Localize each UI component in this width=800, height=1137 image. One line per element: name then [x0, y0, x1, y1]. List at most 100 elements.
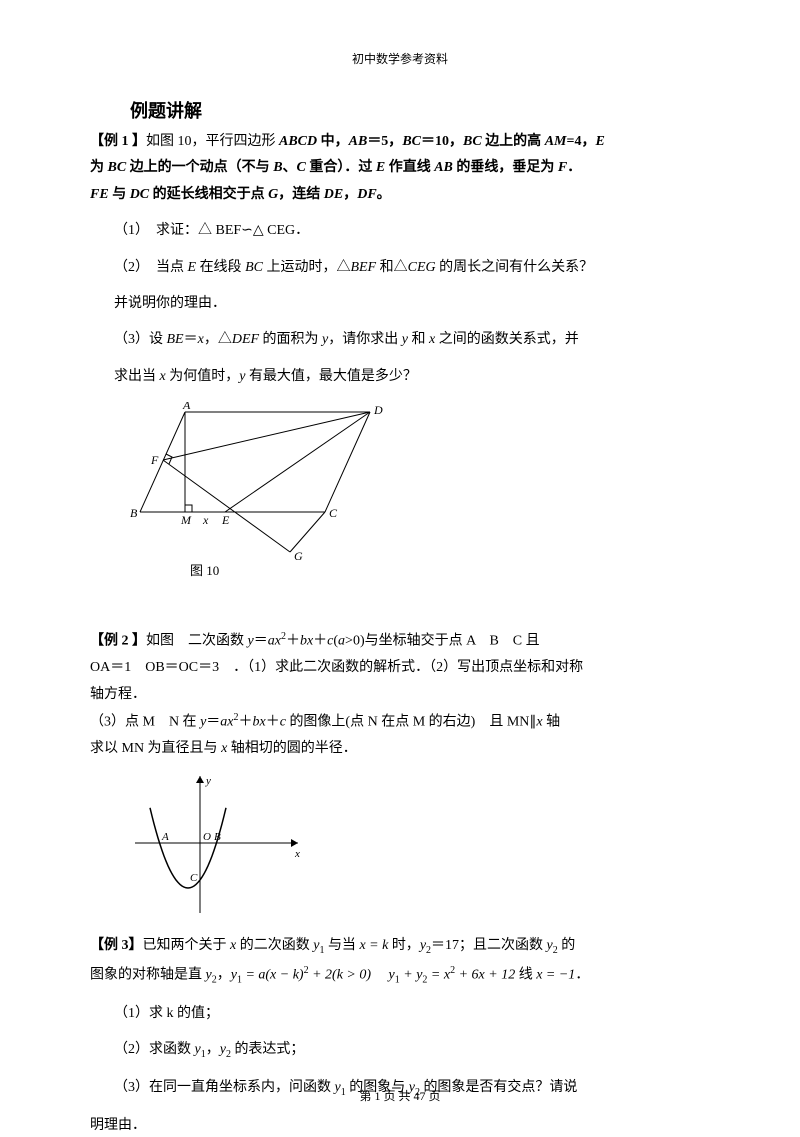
t: ＋	[313, 634, 327, 649]
t: B	[273, 160, 282, 175]
t: 作直线	[385, 160, 434, 175]
t: a	[338, 634, 345, 649]
figure-parabola: A B C Ox y	[130, 768, 710, 923]
t: 的延长线相交于点	[149, 187, 268, 202]
t: （3）点 M N 在	[90, 715, 200, 730]
svg-text:B: B	[214, 831, 221, 843]
t: ＋	[286, 634, 300, 649]
t: （3）设	[114, 332, 167, 347]
t: ．	[575, 968, 589, 983]
parallelogram-diagram: ABCDEFGMx	[130, 402, 410, 562]
t: 轴相切的圆的半径．	[227, 741, 357, 756]
t: 的垂线，垂足为	[453, 160, 558, 175]
t: 线	[515, 968, 536, 983]
svg-text:x: x	[294, 848, 300, 860]
svg-text:F: F	[150, 453, 159, 467]
t: + y	[400, 968, 423, 983]
t: ＋	[266, 715, 280, 730]
t: （2） 当点	[114, 260, 188, 275]
svg-text:C: C	[190, 872, 198, 884]
t: AM	[545, 134, 567, 149]
t: 有最大值，最大值是多少？	[245, 369, 417, 384]
t: ＝5，	[367, 134, 402, 149]
svg-text:O: O	[203, 831, 211, 843]
t: ax	[268, 634, 281, 649]
t: ＝	[184, 332, 198, 347]
t: E	[595, 134, 604, 149]
t: bx	[300, 634, 313, 649]
svg-text:x: x	[202, 513, 209, 527]
t: x = k	[359, 938, 388, 953]
t: 的图像上(点 N 在点 M 的右边) 且 MN∥	[286, 715, 536, 730]
t: ＋	[239, 715, 253, 730]
t: ax	[220, 715, 233, 730]
t: ，连结	[278, 187, 324, 202]
t: ，	[343, 187, 357, 202]
svg-text:A: A	[161, 831, 169, 843]
ex2-tag: 【例 2 】	[90, 634, 146, 649]
svg-text:A: A	[182, 402, 191, 412]
example-1: 【例 1 】如图 10，平行四边形 ABCD 中，AB＝5，BC＝10，BC 边…	[90, 131, 710, 579]
t: 为何值时，	[166, 369, 240, 384]
svg-text:C: C	[329, 506, 338, 520]
t: = x	[427, 968, 450, 983]
t: ，	[206, 1042, 220, 1057]
t: 为	[90, 160, 108, 175]
svg-text:B: B	[130, 506, 138, 520]
t: + 6x + 12	[455, 968, 515, 983]
t: E	[376, 160, 385, 175]
t: E	[188, 260, 197, 275]
t: 的周长之间有什么关系？	[436, 260, 594, 275]
t: x = −1	[536, 968, 575, 983]
t: 轴	[543, 715, 561, 730]
t: 中，	[317, 134, 349, 149]
t: 之间的函数关系式，并	[435, 332, 579, 347]
t: 上运动时，△	[263, 260, 351, 275]
t: 图象的对称轴是直	[90, 968, 206, 983]
t: AB	[349, 134, 368, 149]
t: = a(x − k)	[242, 968, 304, 983]
parabola-diagram: A B C Ox y	[130, 768, 310, 918]
t: + 2(k > 0)	[309, 968, 371, 983]
t: BC	[108, 160, 127, 175]
t: 如图 二次函数	[146, 634, 248, 649]
t: >0)与坐标轴交于点 A B C 且	[345, 634, 540, 649]
t: BC	[245, 260, 263, 275]
t: BC	[402, 134, 421, 149]
t: OA＝1 OB＝OC＝3 ．（1）求此二次函数的解析式．（2）写出顶点坐标和对称	[90, 657, 710, 679]
t: AB	[434, 160, 453, 175]
t: 边上的高	[482, 134, 545, 149]
t: ＝	[254, 634, 268, 649]
t: 时，	[388, 938, 420, 953]
t: 和	[408, 332, 429, 347]
t: bx	[253, 715, 266, 730]
t: DC	[130, 187, 149, 202]
t: 重合）．过	[306, 160, 376, 175]
t: 的面积为	[259, 332, 322, 347]
t	[371, 968, 389, 983]
ex3-tag: 【例 3】	[90, 938, 143, 953]
t: 的表达式；	[231, 1042, 305, 1057]
t: ＝10，	[421, 134, 463, 149]
t: 边上的一个动点（不与	[126, 160, 273, 175]
ex1-q1: （1） 求证：△ BEF∽△ CEG．	[114, 220, 710, 242]
svg-text:G: G	[294, 549, 303, 562]
t: BE	[167, 332, 184, 347]
t: 、	[283, 160, 297, 175]
t: DE	[324, 187, 343, 202]
t: ，△	[204, 332, 232, 347]
ex1-tag: 【例 1 】	[90, 134, 146, 149]
figure-caption: 图 10	[190, 560, 710, 579]
page-header: 初中数学参考资料	[90, 50, 710, 67]
t: 与	[109, 187, 130, 202]
ex3-q1: （1）求 k 的值；	[114, 1003, 710, 1025]
t: ，请你求出	[328, 332, 402, 347]
t: ，	[217, 968, 231, 983]
t: ＝17；且二次函数	[431, 938, 547, 953]
t: 并说明你的理由．	[114, 293, 710, 315]
t: 的二次函数	[236, 938, 313, 953]
t: BEF	[350, 260, 376, 275]
svg-text:y: y	[205, 775, 211, 787]
t: C	[297, 160, 306, 175]
t: 。	[377, 187, 391, 202]
